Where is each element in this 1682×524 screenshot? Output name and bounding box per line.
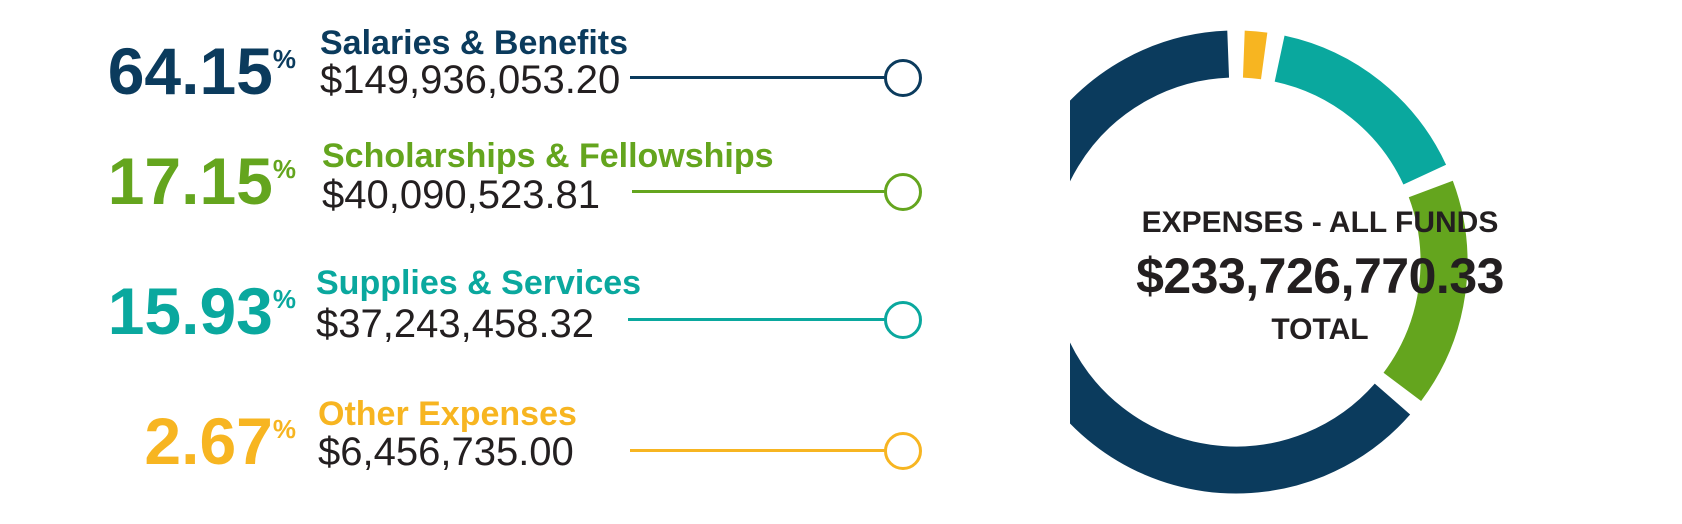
donut-chart [1070, 30, 1468, 494]
category-label-supplies: Supplies & Services [316, 264, 642, 302]
legend-row-salaries: 64.15% Salaries & Benefits $149,936,053.… [0, 0, 1000, 110]
donut-slice-supplies [1274, 35, 1447, 185]
leader-line-other [630, 449, 886, 452]
chart-title: EXPENSES - ALL FUNDS [1141, 206, 1499, 239]
amount-label-scholarships: $40,090,523.81 [322, 173, 601, 217]
leader-line-supplies [628, 318, 886, 321]
donut-slice-salaries [1070, 30, 1411, 494]
legend-row-other: 2.67% Other Expenses $6,456,735.00 [0, 0, 1000, 474]
leader-node-other [884, 432, 922, 470]
category-label-other: Other Expenses [318, 395, 577, 433]
leader-node-salaries [884, 59, 922, 97]
category-label-salaries: Salaries & Benefits [320, 24, 629, 62]
category-label-scholarships: Scholarships & Fellowships [322, 137, 774, 175]
donut-slice-scholarships [1383, 180, 1468, 401]
percent-label-salaries: 64.15% [107, 34, 296, 108]
donut-slice-other [1242, 30, 1268, 80]
amount-label-other: $6,456,735.00 [318, 430, 574, 474]
percent-label-other: 2.67% [144, 404, 296, 478]
percent-label-scholarships: 17.15% [107, 144, 296, 218]
amount-label-supplies: $37,243,458.32 [316, 302, 595, 346]
chart-total: $233,726,770.33 [1136, 248, 1504, 304]
amount-label-salaries: $149,936,053.20 [320, 58, 621, 102]
chart-total-label: TOTAL [1271, 313, 1369, 346]
leader-line-salaries [630, 76, 886, 79]
legend-row-scholarships: 17.15% Scholarships & Fellowships $40,09… [0, 0, 1000, 215]
percent-label-supplies: 15.93% [107, 274, 296, 348]
leader-node-scholarships [884, 173, 922, 211]
leader-node-supplies [884, 301, 922, 339]
legend-row-supplies: 15.93% Supplies & Services $37,243,458.3… [0, 0, 1000, 344]
leader-line-scholarships [632, 190, 886, 193]
